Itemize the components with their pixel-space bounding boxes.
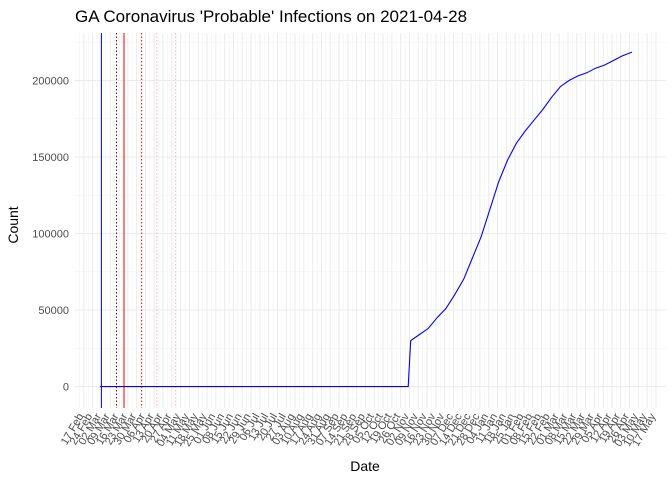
chart-title: GA Coronavirus 'Probable' Infections on … <box>75 7 467 26</box>
reference-lines <box>100 33 177 408</box>
x-axis-title: Date <box>350 458 380 474</box>
y-axis-tick-labels: 0 50000 100000 150000 200000 <box>32 75 69 393</box>
grid-minor <box>75 33 666 408</box>
y-tick-label: 0 <box>63 382 69 394</box>
y-tick-label: 150000 <box>32 152 69 164</box>
y-tick-label: 50000 <box>38 305 69 317</box>
grid-major <box>75 33 666 408</box>
series-line <box>100 51 633 388</box>
series-layer <box>100 51 633 388</box>
y-tick-label: 100000 <box>32 229 69 241</box>
y-axis-title: Count <box>5 206 21 243</box>
plot-area <box>75 33 666 408</box>
y-tick-label: 200000 <box>32 75 69 87</box>
